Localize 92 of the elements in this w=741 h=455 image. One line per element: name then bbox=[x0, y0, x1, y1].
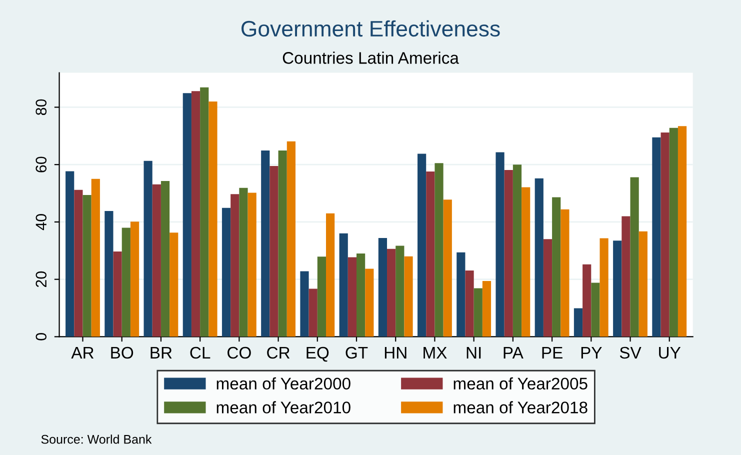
chart-title: Government Effectiveness bbox=[242, 20, 500, 37]
legend-label: mean of Year2018 bbox=[454, 401, 588, 414]
bar bbox=[208, 101, 218, 337]
bar bbox=[669, 128, 678, 337]
bar bbox=[512, 164, 522, 337]
bar bbox=[82, 194, 92, 337]
bar bbox=[443, 200, 452, 337]
x-tick-label: CO bbox=[228, 346, 251, 359]
bar bbox=[113, 252, 122, 337]
bar bbox=[261, 150, 270, 337]
bar bbox=[387, 248, 396, 337]
bar bbox=[465, 270, 474, 337]
legend-label: mean of Year2005 bbox=[454, 377, 588, 390]
bar bbox=[170, 232, 178, 337]
bar bbox=[660, 132, 670, 337]
bar bbox=[308, 288, 318, 337]
bar bbox=[678, 126, 687, 337]
bar bbox=[222, 208, 231, 337]
bar bbox=[286, 141, 296, 337]
bar bbox=[504, 170, 513, 337]
bar bbox=[144, 160, 152, 337]
bar bbox=[426, 171, 435, 337]
bar bbox=[326, 213, 335, 337]
bar bbox=[378, 238, 388, 337]
bar bbox=[230, 194, 240, 337]
bar bbox=[182, 93, 192, 337]
bar bbox=[496, 152, 504, 337]
bar bbox=[534, 178, 544, 337]
bar bbox=[130, 222, 140, 337]
y-tick-label: 20 bbox=[36, 271, 47, 288]
bar bbox=[239, 188, 248, 337]
x-tick-label: BO bbox=[111, 346, 134, 359]
x-tick-label: GT bbox=[346, 346, 368, 359]
bar bbox=[160, 180, 170, 337]
bar bbox=[560, 209, 570, 337]
bar bbox=[582, 264, 592, 337]
y-tick-label: 0 bbox=[36, 333, 47, 340]
x-tick-label: UY bbox=[659, 347, 681, 359]
bar bbox=[522, 187, 530, 337]
x-tick-label: SV bbox=[620, 346, 642, 359]
bar bbox=[74, 190, 83, 337]
chart-subtitle: Countries Latin America bbox=[282, 52, 459, 64]
bar bbox=[91, 178, 100, 337]
bar bbox=[638, 231, 648, 337]
x-tick-label: PY bbox=[581, 347, 602, 358]
bar bbox=[365, 268, 374, 337]
bar bbox=[270, 166, 278, 337]
bar bbox=[591, 282, 600, 337]
bar bbox=[348, 257, 357, 337]
x-tick-label: EQ bbox=[306, 346, 329, 362]
x-tick-label: CL bbox=[190, 346, 210, 359]
x-tick-label: AR bbox=[71, 347, 94, 358]
bar bbox=[317, 256, 326, 337]
bar bbox=[396, 246, 404, 337]
bar bbox=[104, 211, 114, 337]
bar bbox=[482, 281, 492, 337]
bar bbox=[552, 197, 561, 337]
y-tick-label: 80 bbox=[36, 99, 47, 116]
bar bbox=[66, 171, 74, 337]
x-tick-label: PA bbox=[504, 347, 524, 358]
x-tick-label: CR bbox=[267, 346, 290, 359]
bar bbox=[613, 240, 622, 337]
bar bbox=[404, 256, 413, 337]
bar bbox=[600, 238, 608, 337]
y-tick-label: 40 bbox=[36, 214, 47, 230]
bar bbox=[356, 254, 366, 337]
x-tick-label: BR bbox=[150, 347, 172, 358]
x-tick-label: PE bbox=[542, 347, 562, 358]
bar bbox=[652, 137, 661, 337]
bar bbox=[543, 239, 552, 337]
bar bbox=[152, 184, 161, 337]
y-tick-label: 60 bbox=[36, 156, 47, 172]
legend-label: mean of Year2000 bbox=[216, 377, 350, 390]
bar bbox=[278, 150, 287, 337]
x-tick-label: NI bbox=[466, 347, 481, 358]
bar bbox=[622, 216, 630, 337]
bar bbox=[191, 91, 200, 337]
bar bbox=[474, 288, 482, 337]
bar bbox=[434, 163, 444, 337]
bar bbox=[339, 233, 348, 337]
bar bbox=[630, 177, 639, 337]
x-tick-label: MX bbox=[424, 347, 447, 358]
bar bbox=[574, 308, 583, 337]
bar bbox=[200, 87, 209, 337]
x-tick-label: HN bbox=[384, 347, 406, 358]
source-note: Source: World Bank bbox=[41, 434, 152, 444]
bar bbox=[248, 192, 256, 337]
bar bbox=[456, 252, 466, 337]
legend-label: mean of Year2010 bbox=[216, 401, 350, 414]
bar bbox=[300, 271, 309, 337]
bar bbox=[122, 228, 130, 337]
bar bbox=[418, 154, 426, 337]
